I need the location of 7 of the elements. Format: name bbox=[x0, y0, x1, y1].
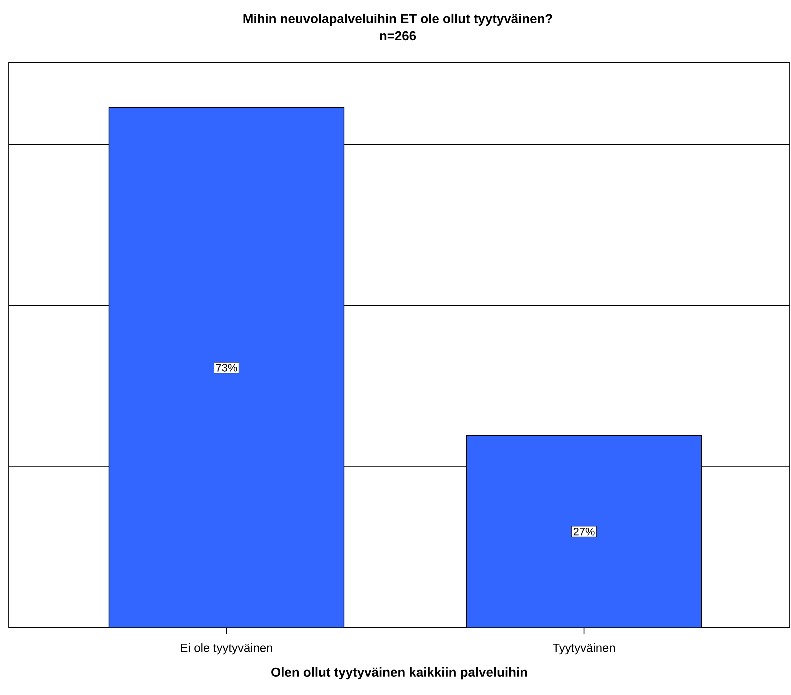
x-axis-title: Olen ollut tyytyväinen kaikkiin palveluihin bbox=[272, 668, 528, 680]
x-tick-label: Tyytyväinen bbox=[552, 644, 616, 655]
chart-title: Mihin neuvolapalveluihin ET ole ollut tyytyväinen? bbox=[244, 14, 552, 26]
data-label: 73% bbox=[216, 364, 238, 372]
data-label: 27% bbox=[574, 528, 595, 536]
x-tick-label: Ei ole tyytyväinen bbox=[181, 644, 272, 655]
chart-subtitle: n=266 bbox=[380, 31, 416, 41]
